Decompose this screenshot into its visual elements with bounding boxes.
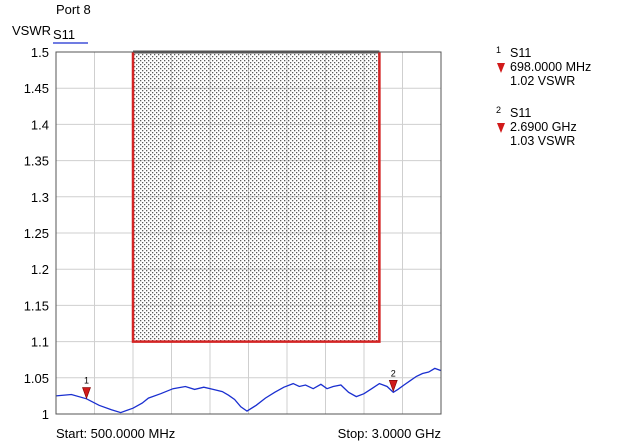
y-tick-label: 1.3 [31,190,49,205]
y-unit-label: VSWR [12,23,51,38]
y-tick-label: 1.35 [24,154,49,169]
marker-readout-number: 2 [496,105,502,115]
y-tick-labels: 1 1.05 1.1 1.15 1.2 1.25 1.3 1.35 1.4 1.45 1.5 [24,45,49,422]
marker-readout-2: 2 S11 2.6900 GHz 1.03 VSWR [496,105,577,148]
marker-readout-freq: 698.0000 MHz [510,60,592,74]
y-tick-label: 1.45 [24,81,49,96]
marker-readout-freq: 2.6900 GHz [510,120,577,134]
plot-border [55,51,442,415]
y-tick-label: 1.05 [24,371,49,386]
y-tick-label: 1.1 [31,335,49,350]
y-tick-label: 1.5 [31,45,49,60]
y-tick-label: 1.4 [31,117,49,132]
trace-name-label: S11 [53,27,75,42]
y-tick-label: 1.2 [31,262,49,277]
marker-1-triangle [82,387,91,400]
marker-1-label: 1 [84,376,89,386]
start-freq-label: Start: 500.0000 MHz [56,426,175,441]
series-group [56,367,441,414]
marker-readout-trace: S11 [510,106,532,120]
marker-triangle-icon [497,63,505,73]
marker-2-label: 2 [391,368,396,378]
limit-line [131,52,381,343]
marker-group: 12 [82,368,398,400]
marker-readout-value: 1.02 VSWR [510,74,576,88]
marker-readout-1: 1 S11 698.0000 MHz 1.02 VSWR [496,45,592,88]
y-tick-label: 1 [42,407,49,422]
marker-triangle-icon [497,123,505,133]
marker-readout-value: 1.03 VSWR [510,134,576,148]
marker-readout-number: 1 [496,45,502,55]
marker-2-triangle [388,379,398,393]
port-label: Port 8 [56,2,91,17]
marker-readout-trace: S11 [510,46,532,60]
y-tick-label: 1.25 [24,226,49,241]
limit-mask-fill [133,52,380,342]
y-tick-label: 1.15 [24,298,49,313]
limit-mask [131,50,381,343]
series-line-s11 [56,367,441,414]
stop-freq-label: Stop: 3.0000 GHz [338,426,441,441]
